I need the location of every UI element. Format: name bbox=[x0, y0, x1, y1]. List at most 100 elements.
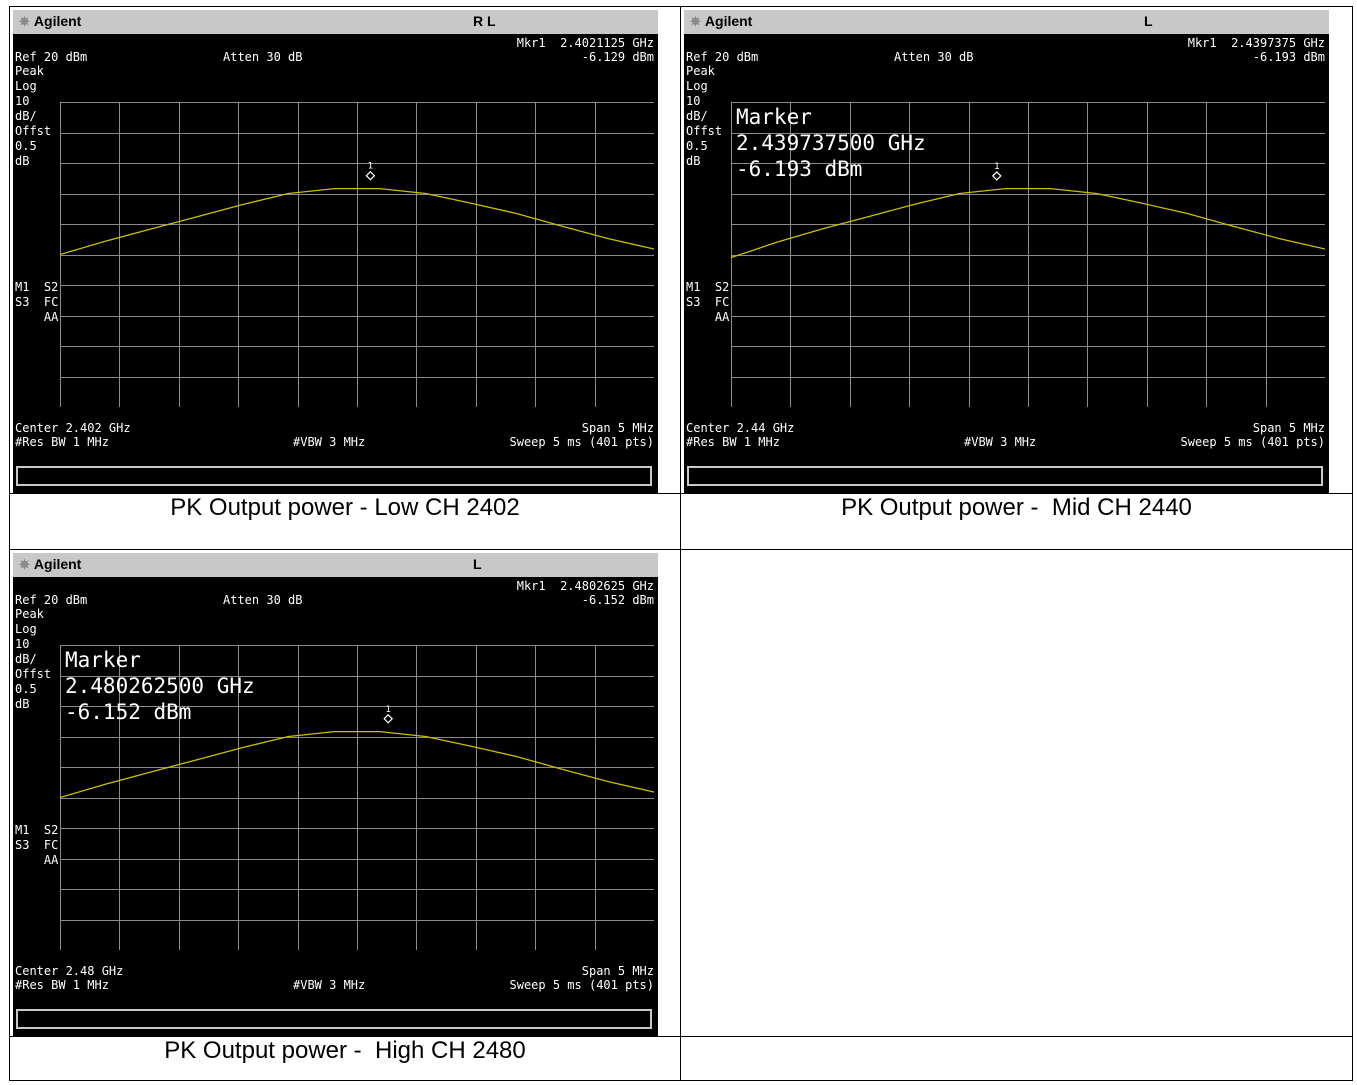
marker-info-line: 2.439737500 GHz bbox=[736, 131, 926, 155]
ref-level: Ref 20 dBm bbox=[15, 593, 88, 607]
caption-low: PK Output power - Low CH 2402 bbox=[9, 493, 681, 550]
marker-header: Mkr1 2.4802625 GHz bbox=[516, 579, 654, 593]
plot-area: 1 bbox=[731, 102, 1325, 407]
left-label: Peak bbox=[15, 607, 44, 621]
left-label: 10 bbox=[686, 94, 701, 108]
left-label: Peak bbox=[15, 64, 44, 78]
trace-line bbox=[60, 187, 654, 256]
plot-cell-mid: ✵ Agilent L Mkr1 2.4397375 GHz -6.193 dBm Ref… bbox=[680, 6, 1353, 494]
resolution-bandwidth: #Res BW 1 MHz bbox=[15, 978, 109, 992]
analyzer-screen-low: ✵ Agilent R L Mkr1 2.4021125 GHz -6.129 dBm R… bbox=[13, 10, 658, 493]
left-label: dB bbox=[686, 154, 701, 168]
measure-mode: L bbox=[1144, 13, 1153, 29]
agilent-star-icon: ✵ bbox=[19, 557, 30, 572]
sweep-time: Sweep 5 ms (401 pts) bbox=[509, 978, 655, 992]
left-label: Log bbox=[15, 79, 37, 93]
marker-info-box: Marker 2.439737500 GHz -6.193 dBm bbox=[736, 104, 926, 182]
agilent-logo: ✵ Agilent bbox=[690, 13, 752, 30]
measure-mode: L bbox=[473, 556, 482, 572]
span-value: Span 5 MHz bbox=[1252, 421, 1325, 435]
resolution-bandwidth: #Res BW 1 MHz bbox=[686, 435, 780, 449]
left-label: dB/ bbox=[686, 109, 708, 123]
agilent-star-icon: ✵ bbox=[19, 14, 30, 29]
left-label: 0.5 bbox=[15, 682, 37, 696]
video-bandwidth: #VBW 3 MHz bbox=[293, 978, 366, 992]
left-label: Log bbox=[15, 622, 37, 636]
left-label: dB/ bbox=[15, 652, 37, 666]
span-value: Span 5 MHz bbox=[581, 964, 654, 978]
left-label: dB bbox=[15, 154, 30, 168]
marker-diamond bbox=[365, 170, 376, 181]
center-freq: Center 2.402 GHz bbox=[15, 421, 131, 435]
left-label: 0.5 bbox=[15, 139, 37, 153]
marker-header: Mkr1 2.4021125 GHz bbox=[516, 36, 654, 50]
marker-diamond bbox=[991, 171, 1002, 181]
marker-info-line: Marker bbox=[736, 105, 812, 129]
report-table: ✵ Agilent R L Mkr1 2.4021125 GHz -6.129 dBm R… bbox=[9, 6, 1353, 1081]
sweep-time: Sweep 5 ms (401 pts) bbox=[1180, 435, 1326, 449]
mode-label: S3 FC bbox=[15, 838, 59, 852]
center-freq: Center 2.44 GHz bbox=[686, 421, 795, 435]
marker-number: 1 bbox=[368, 162, 373, 172]
title-bar: ✵ Agilent L bbox=[13, 553, 658, 577]
marker-info-line: 2.480262500 GHz bbox=[65, 674, 255, 698]
mode-label: S3 FC bbox=[15, 295, 59, 309]
left-label: Log bbox=[686, 79, 708, 93]
mode-label: AA bbox=[15, 310, 59, 324]
mode-label: S3 FC bbox=[686, 295, 730, 309]
status-bar bbox=[16, 1009, 652, 1029]
marker-info-box: Marker 2.480262500 GHz -6.152 dBm bbox=[65, 647, 255, 725]
agilent-logo: ✵ Agilent bbox=[19, 13, 81, 30]
plot-area: 1 bbox=[60, 645, 654, 950]
mode-label: M1 S2 bbox=[15, 280, 59, 294]
status-bar bbox=[16, 466, 652, 486]
marker-readout: -6.129 dBm bbox=[581, 50, 654, 64]
video-bandwidth: #VBW 3 MHz bbox=[293, 435, 366, 449]
ref-level: Ref 20 dBm bbox=[686, 50, 759, 64]
empty-cell bbox=[680, 549, 1353, 1037]
empty-caption-cell bbox=[680, 1036, 1353, 1081]
mode-label: AA bbox=[686, 310, 730, 324]
analyzer-screen-high: ✵ Agilent L Mkr1 2.4802625 GHz -6.152 dBm Ref… bbox=[13, 553, 658, 1036]
sweep-time: Sweep 5 ms (401 pts) bbox=[509, 435, 655, 449]
title-bar: ✵ Agilent L bbox=[684, 10, 1329, 34]
marker-info-line: -6.152 dBm bbox=[65, 700, 192, 724]
plot-cell-low: ✵ Agilent R L Mkr1 2.4021125 GHz -6.129 dBm R… bbox=[9, 6, 681, 494]
mode-label: M1 S2 bbox=[686, 280, 730, 294]
marker-info-line: Marker bbox=[65, 648, 141, 672]
marker-number: 1 bbox=[994, 162, 999, 172]
resolution-bandwidth: #Res BW 1 MHz bbox=[15, 435, 109, 449]
attenuation: Atten 30 dB bbox=[223, 50, 303, 64]
left-label: Offst bbox=[686, 124, 723, 138]
left-label: 0.5 bbox=[686, 139, 708, 153]
span-value: Span 5 MHz bbox=[581, 421, 654, 435]
left-label: dB/ bbox=[15, 109, 37, 123]
center-freq: Center 2.48 GHz bbox=[15, 964, 124, 978]
left-label: Offst bbox=[15, 667, 52, 681]
marker-number: 1 bbox=[385, 705, 390, 715]
marker-readout: -6.193 dBm bbox=[1252, 50, 1325, 64]
title-bar: ✵ Agilent R L bbox=[13, 10, 658, 34]
status-bar bbox=[687, 466, 1323, 486]
trace-line bbox=[731, 187, 1325, 259]
caption-mid: PK Output power - Mid CH 2440 bbox=[680, 493, 1353, 550]
marker-readout: -6.152 dBm bbox=[581, 593, 654, 607]
left-label: 10 bbox=[15, 637, 30, 651]
caption-high: PK Output power - High CH 2480 bbox=[9, 1036, 681, 1081]
plot-area: 1 bbox=[60, 102, 654, 407]
left-label: dB bbox=[15, 697, 30, 711]
left-label: 10 bbox=[15, 94, 30, 108]
agilent-star-icon: ✵ bbox=[690, 14, 701, 29]
analyzer-screen-mid: ✵ Agilent L Mkr1 2.4397375 GHz -6.193 dBm Ref… bbox=[684, 10, 1329, 493]
marker-header: Mkr1 2.4397375 GHz bbox=[1187, 36, 1325, 50]
marker-info-line: -6.193 dBm bbox=[736, 157, 863, 181]
plot-cell-high: ✵ Agilent L Mkr1 2.4802625 GHz -6.152 dBm Ref… bbox=[9, 549, 681, 1037]
attenuation: Atten 30 dB bbox=[894, 50, 974, 64]
mode-label: M1 S2 bbox=[15, 823, 59, 837]
marker-diamond bbox=[383, 713, 394, 724]
brand-name: Agilent bbox=[33, 13, 82, 29]
agilent-logo: ✵ Agilent bbox=[19, 556, 81, 573]
left-label: Peak bbox=[686, 64, 715, 78]
mode-label: AA bbox=[15, 853, 59, 867]
video-bandwidth: #VBW 3 MHz bbox=[964, 435, 1037, 449]
